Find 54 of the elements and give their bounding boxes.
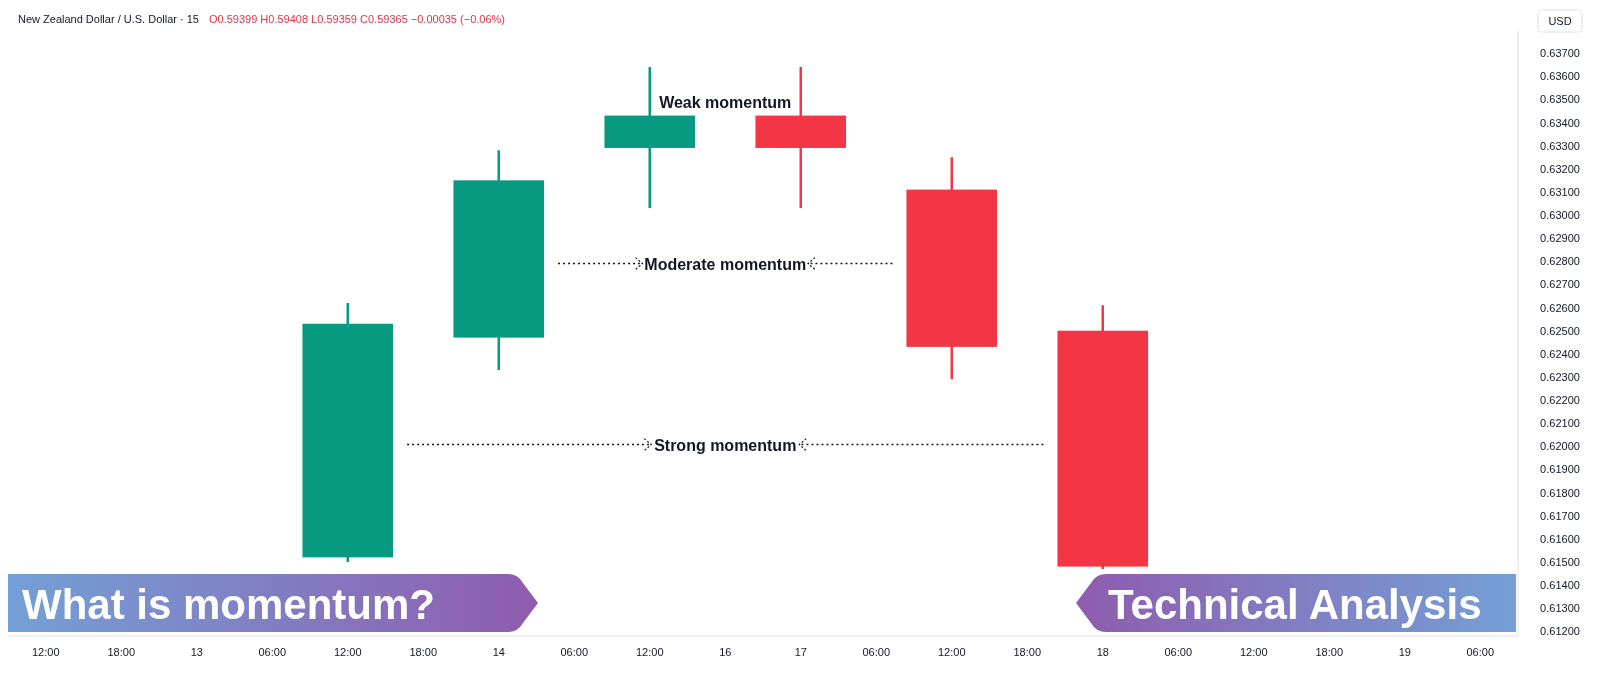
y-tick-label: 0.63100 <box>1540 185 1580 198</box>
chart-title: New Zealand Dollar / U.S. Dollar · 15 <box>18 13 199 25</box>
y-tick-label: 0.61500 <box>1540 555 1580 568</box>
x-tick-label: 16 <box>719 646 732 658</box>
x-tick-label: 13 <box>190 646 203 658</box>
y-tick-label: 0.63300 <box>1540 139 1580 152</box>
y-tick-label: 0.62600 <box>1540 301 1580 314</box>
x-tick-label: 06:00 <box>258 646 287 658</box>
x-tick-label: 18:00 <box>1013 646 1042 658</box>
x-tick-label: 12:00 <box>937 646 966 658</box>
annotation: Strong momentum <box>654 436 797 454</box>
y-tick-label: 0.61800 <box>1540 486 1580 499</box>
x-tick-label: 12:00 <box>31 646 60 658</box>
y-tick-label: 0.61700 <box>1540 509 1580 522</box>
y-tick-label: 0.61200 <box>1540 625 1580 638</box>
x-tick-label: 12:00 <box>1239 646 1268 658</box>
x-tick-label: 14 <box>492 646 505 658</box>
y-tick-label: 0.62100 <box>1540 417 1580 430</box>
x-tick-label: 06:00 <box>862 646 891 658</box>
x-tick-label: 06:00 <box>1466 646 1495 658</box>
y-tick-label: 0.62400 <box>1540 347 1580 360</box>
y-tick-label: 0.62300 <box>1540 370 1580 383</box>
x-tick-label: 19 <box>1398 646 1411 658</box>
annotation: Weak momentum <box>659 93 792 111</box>
y-tick-label: 0.62700 <box>1540 278 1580 291</box>
annotation: Moderate momentum <box>644 255 807 273</box>
y-tick-label: 0.63400 <box>1540 116 1580 129</box>
y-axis-title: USD <box>1548 15 1572 27</box>
y-tick-label: 0.62000 <box>1540 440 1580 453</box>
y-tick-label: 0.61900 <box>1540 463 1580 476</box>
x-tick-label: 18 <box>1096 646 1109 658</box>
y-tick-label: 0.63500 <box>1540 93 1580 106</box>
x-tick-label: 12:00 <box>333 646 362 658</box>
y-tick-label: 0.62900 <box>1540 232 1580 245</box>
y-tick-label: 0.63000 <box>1540 209 1580 222</box>
x-tick-label: 17 <box>794 646 807 658</box>
x-tick-label: 06:00 <box>1164 646 1193 658</box>
y-tick-label: 0.63700 <box>1540 47 1580 60</box>
y-tick-label: 0.61300 <box>1540 602 1580 615</box>
x-tick-label: 18:00 <box>107 646 136 658</box>
annotation: Technical Analysis <box>1108 581 1482 628</box>
y-tick-label: 0.61400 <box>1540 579 1580 592</box>
y-tick-label: 0.62200 <box>1540 394 1580 407</box>
annotation: What is momentum? <box>22 581 436 628</box>
y-tick-label: 0.62500 <box>1540 324 1580 337</box>
x-tick-label: 06:00 <box>560 646 589 658</box>
x-tick-label: 12:00 <box>635 646 664 658</box>
y-tick-label: 0.63600 <box>1540 70 1580 83</box>
y-tick-label: 0.63200 <box>1540 162 1580 175</box>
text: O0.59399 H0.59408 L0.59359 C0.59365 −0.00035 (−0.06%) <box>208 13 505 25</box>
x-tick-label: 18:00 <box>409 646 438 658</box>
y-tick-label: 0.62800 <box>1540 255 1580 268</box>
y-tick-label: 0.61600 <box>1540 532 1580 545</box>
x-tick-label: 18:00 <box>1315 646 1344 658</box>
